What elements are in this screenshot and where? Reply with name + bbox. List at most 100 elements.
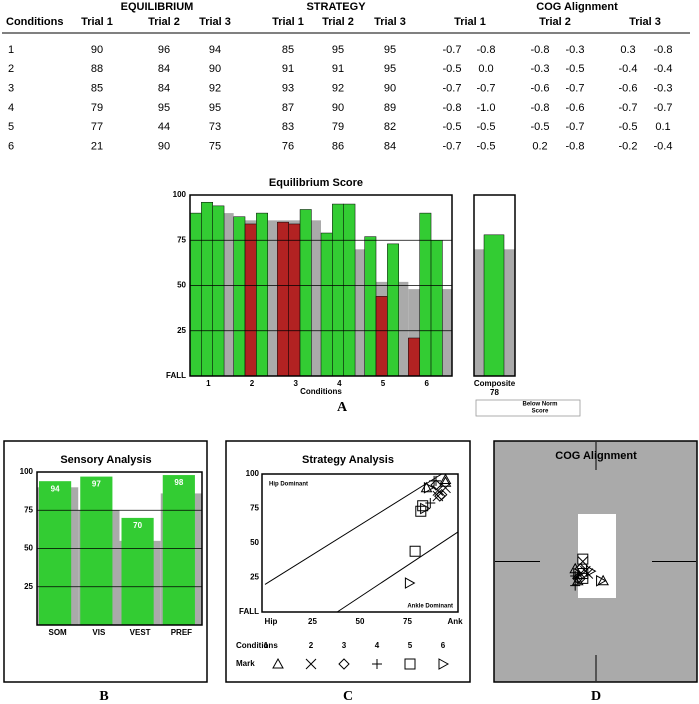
x-tick-label: PREF xyxy=(171,628,192,637)
value-label: 94 xyxy=(51,484,60,493)
table-cell: 93 xyxy=(282,83,294,95)
marker xyxy=(425,497,436,508)
marker xyxy=(439,476,452,487)
y-tick-label: 25 xyxy=(250,573,259,582)
table-cell: 79 xyxy=(91,102,103,114)
chart-title: Equilibrium Score xyxy=(269,177,363,189)
legend-title: Conditions xyxy=(236,641,278,650)
legend-marker xyxy=(372,659,382,669)
column-header: Trial 3 xyxy=(199,16,231,28)
x-tick-label: 50 xyxy=(356,617,365,626)
table-cell: -0.5 xyxy=(531,121,550,133)
x-tick-label: 1 xyxy=(206,379,211,388)
panel-label: C xyxy=(343,689,353,704)
legend-title: Mark xyxy=(236,659,255,668)
table-cell: 3 xyxy=(8,83,14,95)
marker xyxy=(570,580,581,591)
table-cell: 82 xyxy=(384,121,396,133)
table-cell: 91 xyxy=(332,63,344,75)
marker xyxy=(577,572,589,584)
marker xyxy=(417,500,429,512)
table-cell: 85 xyxy=(282,44,294,56)
legend-label: 5 xyxy=(408,641,413,650)
table-cell: -0.5 xyxy=(443,63,462,75)
bar xyxy=(387,243,399,377)
table-cell: 0.3 xyxy=(620,44,635,56)
bar xyxy=(244,223,257,377)
y-tick-label: 75 xyxy=(250,504,259,513)
legend-marker xyxy=(338,658,350,670)
bar xyxy=(277,221,289,377)
y-tick-label: 25 xyxy=(24,582,33,591)
table-cell: 95 xyxy=(384,44,396,56)
table-cell: 44 xyxy=(158,121,170,133)
bar xyxy=(288,223,301,377)
bar xyxy=(299,209,312,377)
x-tick-label: 25 xyxy=(308,617,317,626)
marker xyxy=(423,481,435,494)
table-cell: -0.8 xyxy=(654,44,673,56)
plot-frame xyxy=(36,471,203,626)
x-tick-label: Composite xyxy=(474,379,516,388)
table-cell: 79 xyxy=(332,121,344,133)
table-cell: -0.8 xyxy=(566,140,585,152)
table-cell: 92 xyxy=(332,83,344,95)
table-cell: -0.7 xyxy=(654,102,673,114)
table-cell: 86 xyxy=(332,140,344,152)
table-cell: -0.7 xyxy=(619,102,638,114)
marker xyxy=(434,490,446,502)
x-tick-label: 4 xyxy=(337,379,342,388)
table-cell: 90 xyxy=(384,83,396,95)
table-cell: -0.7 xyxy=(477,83,496,95)
table-cell: 95 xyxy=(158,102,170,114)
zone-line xyxy=(336,531,459,613)
column-header: Conditions xyxy=(6,16,63,28)
table-cell: 92 xyxy=(209,83,221,95)
table-cell: 90 xyxy=(209,63,221,75)
table-cell: -0.5 xyxy=(477,121,496,133)
x-tick-label: 3 xyxy=(293,379,298,388)
marker xyxy=(429,475,440,486)
table-cell: 83 xyxy=(282,121,294,133)
marker xyxy=(439,473,452,485)
table-cell: 6 xyxy=(8,140,14,152)
value-label: 97 xyxy=(92,480,101,489)
table-cell: 90 xyxy=(158,140,170,152)
legend-label: 2 xyxy=(309,641,314,650)
table-cell: -0.8 xyxy=(477,44,496,56)
table-cell: -0.4 xyxy=(619,63,638,75)
table-cell: -0.5 xyxy=(619,121,638,133)
table-cell: 90 xyxy=(91,44,103,56)
table-cell: 90 xyxy=(332,102,344,114)
bar xyxy=(343,203,356,377)
bar xyxy=(332,203,344,377)
table-cell: 87 xyxy=(282,102,294,114)
marker xyxy=(420,502,431,515)
y-tick-label: 100 xyxy=(246,469,260,478)
group-header: STRATEGY xyxy=(306,1,366,13)
bar xyxy=(364,236,377,377)
legend-label: 6 xyxy=(441,641,446,650)
table-cell: 95 xyxy=(384,63,396,75)
column-header: Trial 2 xyxy=(322,16,354,28)
bar xyxy=(419,212,432,377)
chart-title: Sensory Analysis xyxy=(60,454,151,466)
bar xyxy=(483,234,505,377)
legend-label: 1 xyxy=(264,641,269,650)
legend-marker xyxy=(404,658,416,670)
table-cell: -0.8 xyxy=(531,102,550,114)
marker xyxy=(596,574,607,587)
bar xyxy=(39,481,72,625)
column-header: Trial 1 xyxy=(272,16,304,28)
table-cell: -0.6 xyxy=(531,83,550,95)
table-cell: -0.6 xyxy=(566,102,585,114)
table-cell: -0.7 xyxy=(443,140,462,152)
table-cell: 96 xyxy=(158,44,170,56)
bar xyxy=(201,201,213,377)
bar xyxy=(430,240,443,377)
table-cell: 4 xyxy=(8,102,14,114)
table-cell: 73 xyxy=(209,121,221,133)
marker xyxy=(415,505,427,517)
plot-frame xyxy=(473,194,516,377)
